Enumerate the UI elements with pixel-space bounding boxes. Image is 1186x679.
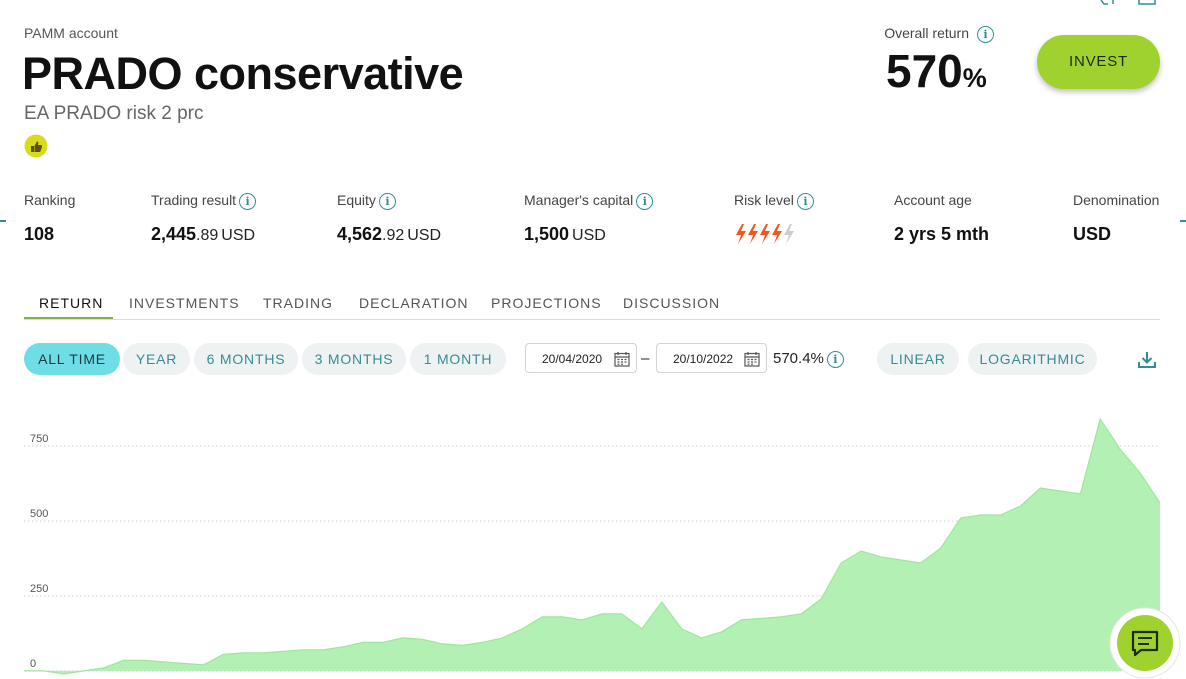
stat-value: USD xyxy=(1073,224,1111,245)
range-button[interactable]: 1 MONTH xyxy=(410,343,506,375)
stat-main: USD xyxy=(1073,224,1112,244)
stat-value: 4,562.92 USD xyxy=(337,224,441,245)
range-button[interactable]: ALL TIME xyxy=(24,343,120,375)
tab[interactable]: INVESTMENTS xyxy=(129,295,240,311)
account-type: PAMM account xyxy=(24,25,118,41)
stat-label: Manager's capital i xyxy=(524,192,654,210)
info-icon[interactable]: i xyxy=(636,192,654,210)
stat-value xyxy=(734,222,804,251)
stat-fraction: .89 xyxy=(196,227,219,244)
tab-underline xyxy=(24,317,113,319)
calendar-icon xyxy=(744,352,760,367)
tab[interactable]: PROJECTIONS xyxy=(491,295,602,311)
overall-return-label: Overall return i xyxy=(884,25,994,43)
stat-label: Account age xyxy=(894,192,972,208)
area-line xyxy=(24,417,1161,675)
date-from-text: 20/04/2020 xyxy=(542,352,603,366)
stat-label-text: Account age xyxy=(894,192,972,208)
stat-main: 2 yrs 5 mth xyxy=(894,224,990,244)
side-dash xyxy=(1180,220,1186,222)
area xyxy=(24,419,1160,674)
stat-label: Ranking xyxy=(24,192,75,208)
info-icon[interactable]: i xyxy=(796,192,814,210)
period-return-text: 570.4% xyxy=(773,350,824,367)
tab[interactable]: DISCUSSION xyxy=(623,295,721,311)
risk-bolt xyxy=(748,224,758,244)
date-to[interactable]: 20/10/2022 xyxy=(656,343,767,373)
side-dash xyxy=(0,220,6,222)
account-subtitle: EA PRADO risk 2 prc xyxy=(24,103,204,124)
info-icon[interactable]: i xyxy=(977,25,994,43)
risk-bolts xyxy=(736,224,794,244)
stat-label: Equity i xyxy=(337,192,396,210)
stat-label-text: Trading result xyxy=(151,192,237,208)
risk-bolt xyxy=(772,224,782,244)
y-tick-label: 750 xyxy=(30,433,48,445)
stat-main: 2,445 xyxy=(151,224,197,244)
stat-value: 1,500 USD xyxy=(524,224,606,245)
account-title: PRADO conservative xyxy=(22,48,464,99)
stat-label-text: Risk level xyxy=(734,192,794,208)
stat-unit: USD xyxy=(221,227,256,244)
tab[interactable]: DECLARATION xyxy=(359,295,469,311)
range-button[interactable]: 6 MONTHS xyxy=(194,343,298,375)
stat-label: Risk level i xyxy=(734,192,814,210)
range-button[interactable]: 3 MONTHS xyxy=(302,343,406,375)
stat-label-text: Denomination xyxy=(1073,192,1160,208)
tab[interactable]: TRADING xyxy=(263,295,333,311)
top-icons xyxy=(1100,0,1156,5)
chat-button[interactable] xyxy=(1108,606,1184,679)
calendar-icon xyxy=(614,352,630,367)
overall-return: 570% xyxy=(886,44,987,98)
info-icon[interactable]: i xyxy=(378,192,396,210)
period-return: 570.4% i xyxy=(773,350,844,368)
download-icon[interactable] xyxy=(1137,350,1157,370)
stat-fraction: .92 xyxy=(382,227,405,244)
tab[interactable]: RETURN xyxy=(39,295,104,311)
info-icon[interactable]: i xyxy=(239,192,257,210)
thumbs-badge xyxy=(24,134,48,158)
stat-value: 2,445.89 USD xyxy=(151,224,255,245)
stat-value: 2 yrs 5 mth xyxy=(894,224,989,245)
stat-main: 108 xyxy=(24,224,55,244)
stat-label: Trading result i xyxy=(151,192,257,210)
y-tick-label: 250 xyxy=(30,583,48,595)
date-from[interactable]: 20/04/2020 xyxy=(525,343,637,373)
range-button[interactable]: YEAR xyxy=(123,343,190,375)
stat-label: Denomination xyxy=(1073,192,1159,208)
stat-main: 4,562 xyxy=(337,224,383,244)
info-icon[interactable]: i xyxy=(826,350,844,368)
stat-label-text: Manager's capital xyxy=(524,192,634,208)
stat-unit: USD xyxy=(572,227,606,244)
overall-return-text: Overall return xyxy=(884,25,969,41)
overall-return-unit: % xyxy=(962,63,987,93)
risk-bolt xyxy=(784,224,794,244)
stat-unit: USD xyxy=(407,227,442,244)
risk-bolt xyxy=(736,224,746,244)
invest-button[interactable]: INVEST xyxy=(1037,35,1160,89)
risk-bolt xyxy=(760,224,770,244)
y-tick-label: 0 xyxy=(30,658,36,670)
tabs-divider xyxy=(24,319,1160,320)
stat-main: 1,500 xyxy=(524,224,570,244)
date-to-text: 20/10/2022 xyxy=(673,352,734,366)
stat-label-text: Ranking xyxy=(24,192,76,208)
scale-button[interactable]: LOGARITHMIC xyxy=(968,343,1097,375)
stat-label-text: Equity xyxy=(337,192,376,208)
date-separator: – xyxy=(641,350,650,367)
scale-button[interactable]: LINEAR xyxy=(877,343,959,375)
y-tick-label: 500 xyxy=(30,508,48,520)
overall-return-value: 570 xyxy=(886,45,963,97)
stat-value: 108 xyxy=(24,224,54,245)
